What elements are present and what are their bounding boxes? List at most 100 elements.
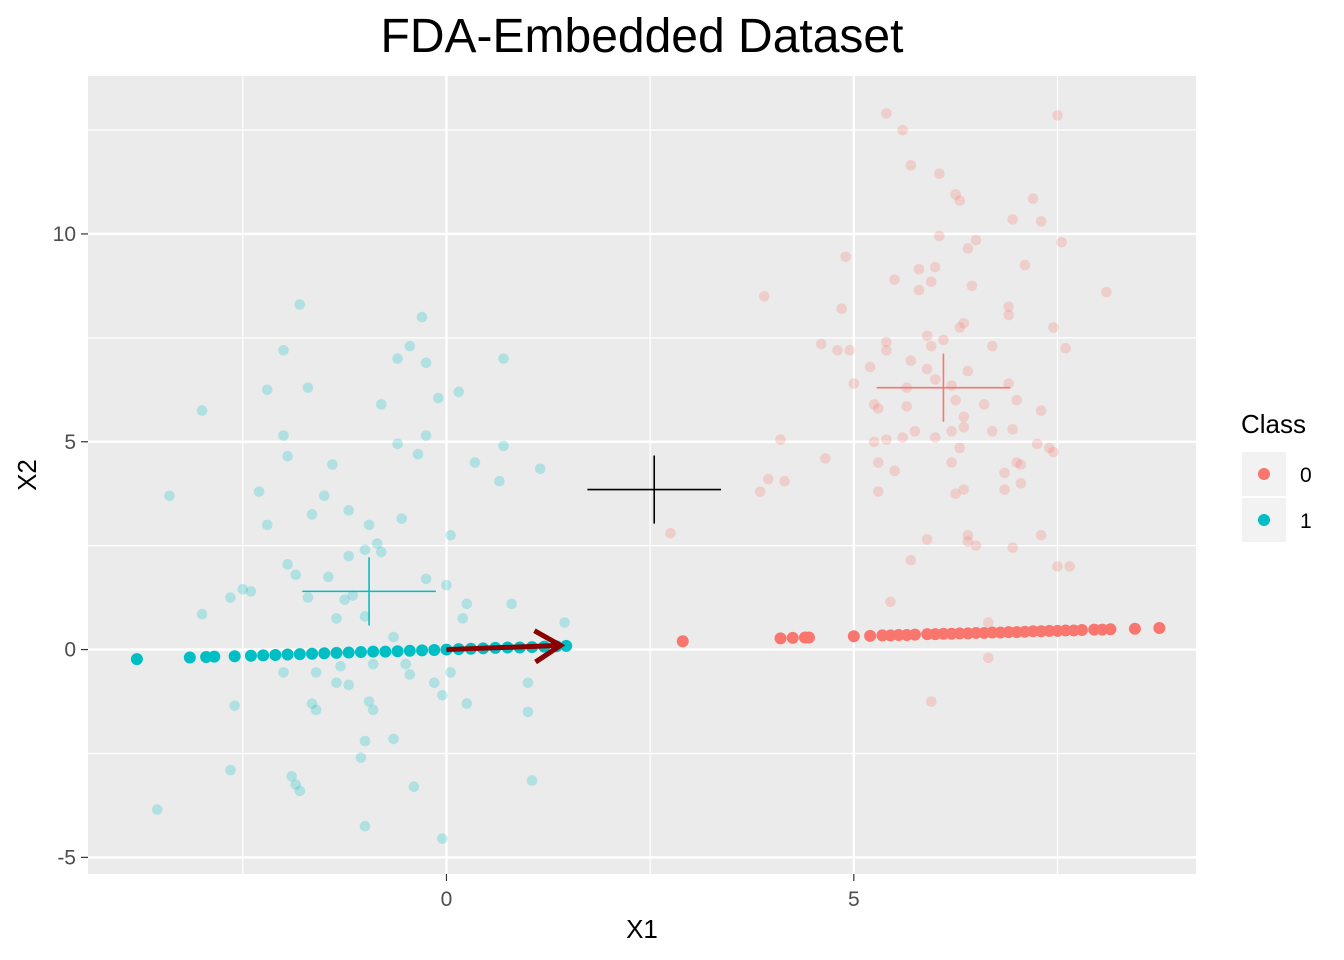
legend-swatch-1 xyxy=(1258,514,1270,526)
data-point-class-0 xyxy=(1052,561,1063,572)
data-point-class-0 xyxy=(1048,322,1059,333)
data-point-class-0 xyxy=(954,322,966,333)
data-point-class-0 xyxy=(982,617,994,628)
data-point-class-1 xyxy=(437,689,448,701)
data-point-class-0 xyxy=(987,340,998,352)
data-point-class-1 xyxy=(225,764,236,776)
minor-gridlines xyxy=(88,76,1196,874)
embedded-points xyxy=(130,621,1166,666)
data-point-class-0 xyxy=(832,345,843,356)
data-point-class-0 xyxy=(881,336,892,348)
data-point-class-1 xyxy=(392,353,403,364)
data-point-class-1 xyxy=(310,667,322,678)
data-point-class-1 xyxy=(433,392,444,404)
data-point-class-0 xyxy=(908,628,921,641)
data-point-class-0 xyxy=(868,436,880,448)
data-point-class-0 xyxy=(905,554,917,566)
data-point-class-1 xyxy=(416,644,429,657)
data-point-class-1 xyxy=(282,450,293,462)
arrow-head xyxy=(533,628,566,665)
data-point-class-1 xyxy=(403,644,416,657)
data-point-class-1 xyxy=(367,704,379,716)
data-point-class-0 xyxy=(1003,378,1014,389)
data-point-class-0 xyxy=(1007,214,1018,225)
data-point-class-1 xyxy=(269,648,282,661)
data-point-class-0 xyxy=(925,276,937,288)
data-point-class-1 xyxy=(302,592,314,603)
data-point-class-1 xyxy=(225,592,236,603)
data-point-class-1 xyxy=(534,463,546,475)
data-point-class-0 xyxy=(847,630,860,643)
data-point-class-0 xyxy=(758,290,770,302)
data-point-class-1 xyxy=(420,573,432,585)
data-point-class-0 xyxy=(836,303,847,315)
major-gridlines xyxy=(88,76,1196,874)
data-point-class-1 xyxy=(130,653,143,666)
data-point-class-0 xyxy=(868,399,880,410)
data-point-class-1 xyxy=(391,645,404,658)
data-point-class-0 xyxy=(962,529,974,541)
data-point-class-1 xyxy=(404,340,416,352)
data-point-class-1 xyxy=(281,648,294,661)
data-point-class-1 xyxy=(506,598,517,610)
discriminant-arrow xyxy=(446,628,566,665)
data-point-class-1 xyxy=(282,559,293,570)
data-point-class-0 xyxy=(970,540,982,551)
data-point-class-1 xyxy=(498,353,509,364)
data-point-class-0 xyxy=(966,280,978,292)
x-axis-title: X1 xyxy=(626,914,658,944)
y-tick-label: 10 xyxy=(53,223,76,246)
data-point-class-1 xyxy=(331,677,342,689)
x-tick-label: 5 xyxy=(848,888,860,911)
data-point-class-0 xyxy=(934,230,945,242)
data-point-class-0 xyxy=(929,261,941,273)
data-point-class-1 xyxy=(278,667,289,678)
y-tick-label: 0 xyxy=(64,639,76,662)
data-point-class-1 xyxy=(494,475,505,487)
data-point-class-1 xyxy=(183,651,196,664)
data-point-class-1 xyxy=(278,345,289,356)
data-point-class-1 xyxy=(400,658,412,670)
data-point-class-1 xyxy=(441,579,452,591)
data-point-class-0 xyxy=(1128,622,1141,635)
data-point-class-1 xyxy=(371,538,383,549)
data-point-class-0 xyxy=(962,243,974,254)
data-point-class-1 xyxy=(306,647,319,660)
data-point-class-0 xyxy=(864,361,876,373)
data-point-class-1 xyxy=(196,608,208,620)
data-point-class-0 xyxy=(929,374,941,385)
data-point-class-0 xyxy=(999,467,1010,479)
data-point-class-1 xyxy=(151,804,163,815)
y-tick-label: 5 xyxy=(64,431,76,454)
data-point-class-1 xyxy=(359,820,371,832)
data-point-class-0 xyxy=(1052,110,1063,121)
data-point-class-0 xyxy=(921,363,933,375)
data-point-class-0 xyxy=(1011,457,1023,468)
data-point-class-0 xyxy=(1007,423,1018,435)
data-point-class-0 xyxy=(1101,286,1112,298)
data-point-class-0 xyxy=(1035,529,1047,541)
data-point-class-1 xyxy=(375,546,387,558)
data-point-class-1 xyxy=(396,513,407,524)
data-point-class-1 xyxy=(420,430,432,441)
data-point-class-1 xyxy=(347,590,359,601)
data-point-class-1 xyxy=(388,631,399,643)
legend: Class 0 1 xyxy=(1241,409,1312,542)
data-point-class-0 xyxy=(1007,542,1018,554)
data-point-class-0 xyxy=(982,652,994,664)
data-point-class-0 xyxy=(958,421,970,433)
data-point-class-0 xyxy=(881,434,892,445)
data-point-class-1 xyxy=(343,505,355,516)
data-point-class-1 xyxy=(416,311,428,323)
data-point-class-1 xyxy=(245,586,257,597)
data-point-class-1 xyxy=(445,667,456,678)
data-point-class-0 xyxy=(970,234,982,246)
data-point-class-0 xyxy=(762,473,774,485)
data-point-class-1 xyxy=(318,647,331,660)
legend-label-1: 1 xyxy=(1300,510,1312,533)
data-point-class-0 xyxy=(950,394,961,406)
data-point-class-1 xyxy=(420,357,432,369)
data-point-class-0 xyxy=(929,432,941,443)
